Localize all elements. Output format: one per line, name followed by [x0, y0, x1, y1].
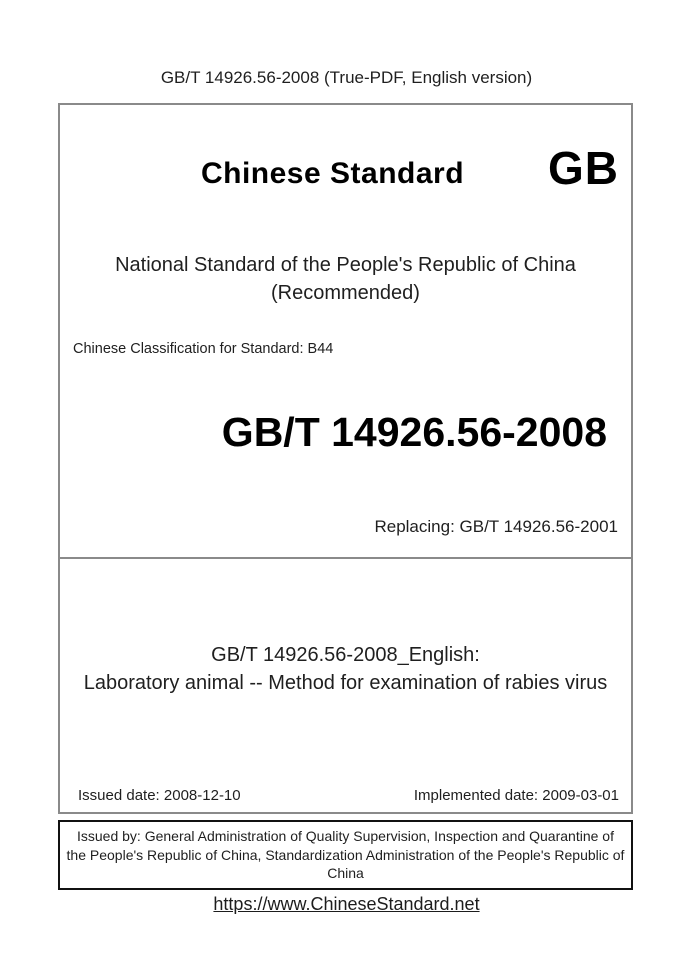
section-divider [60, 557, 631, 559]
footer-link[interactable]: https://www.ChineseStandard.net [213, 894, 480, 914]
english-title-code-line: GB/T 14926.56-2008_English: [211, 644, 480, 666]
english-title-block: GB/T 14926.56-2008_English: Laboratory a… [60, 641, 631, 697]
recommended-line: (Recommended) [271, 282, 420, 304]
page-header-title: GB/T 14926.56-2008 (True-PDF, English ve… [160, 68, 533, 87]
cover-main-box: Chinese Standard GB National Standard of… [58, 103, 633, 814]
issuer-box: Issued by: General Administration of Qua… [58, 820, 633, 890]
issued-date: Issued date: 2008-12-10 [78, 787, 241, 804]
classification-line: Chinese Classification for Standard: B44 [73, 341, 334, 357]
implemented-date: Implemented date: 2009-03-01 [413, 787, 619, 804]
brand-title: Chinese Standard [200, 157, 465, 190]
standard-code-title: GB/T 14926.56-2008 [221, 409, 607, 455]
english-title-name-line: Laboratory animal -- Method for examinat… [83, 672, 608, 694]
national-standard-block: National Standard of the People's Republ… [60, 251, 631, 307]
dates-row: Issued date: 2008-12-10 Implemented date… [78, 787, 619, 804]
gb-logo: GB [548, 142, 619, 194]
national-standard-line: National Standard of the People's Republ… [115, 254, 576, 276]
footer-link-row: https://www.ChineseStandard.net [0, 894, 693, 915]
replacing-line: Replacing: GB/T 14926.56-2001 [374, 517, 618, 536]
